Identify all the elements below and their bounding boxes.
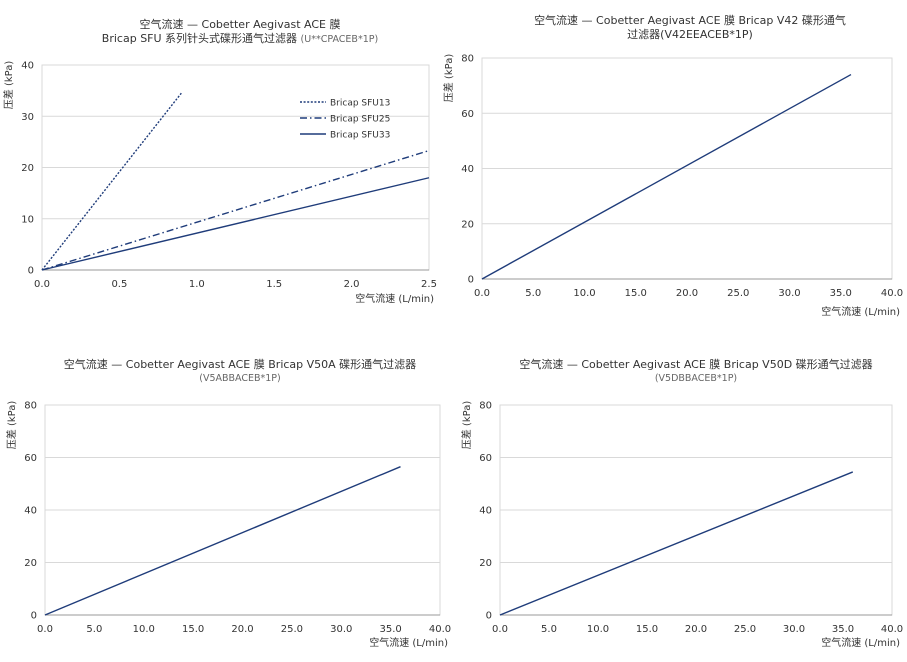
x-tick-label: 35.0: [832, 624, 854, 635]
x-tick-label: 20.0: [676, 288, 698, 299]
series-line-1: [499, 471, 854, 616]
y-tick-label: 80: [461, 54, 474, 65]
y-axis-label: 压差 (kPa): [442, 54, 455, 103]
chart-title-line-2: 过滤器(V42EEACEB*1P): [627, 28, 753, 41]
y-tick-label: 40: [479, 506, 492, 517]
x-tick-label: 20.0: [231, 624, 253, 635]
x-axis-label: 空气流速 (L/min): [821, 636, 900, 649]
x-tick-label: 2.0: [344, 279, 360, 290]
x-tick-label: 5.0: [541, 624, 557, 635]
x-tick-label: 35.0: [379, 624, 401, 635]
x-tick-label: 35.0: [830, 288, 852, 299]
series-line-2: [41, 149, 430, 271]
x-axis-label: 空气流速 (L/min): [355, 292, 434, 305]
chart-title-line-2: (V5ABBACEB*1P): [199, 373, 281, 384]
y-tick-label: 80: [479, 401, 492, 412]
y-tick-label: 20: [461, 219, 474, 230]
y-tick-label: 0: [28, 266, 34, 277]
chart-title-line-1: 空气流速 — Cobetter Aegivast ACE 膜 Bricap V5…: [63, 358, 417, 371]
x-tick-label: 25.0: [281, 624, 303, 635]
x-tick-label: 40.0: [881, 288, 903, 299]
x-tick-label: 10.0: [133, 624, 155, 635]
y-tick-label: 40: [461, 164, 474, 175]
x-tick-label: 5.0: [86, 624, 102, 635]
chart-title-suffix: (U**CPACEB*1P): [300, 34, 379, 45]
series-line-3: [41, 177, 430, 271]
chart-title-line-1: 空气流速 — Cobetter Aegivast ACE 膜: [139, 18, 341, 31]
x-tick-label: 15.0: [625, 288, 647, 299]
y-axis-label: 压差 (kPa): [5, 401, 18, 450]
x-tick-label: 15.0: [636, 624, 658, 635]
x-tick-label: 15.0: [182, 624, 204, 635]
x-tick-label: 2.5: [421, 279, 437, 290]
y-axis-label: 压差 (kPa): [2, 61, 15, 110]
y-tick-label: 20: [21, 163, 34, 174]
x-tick-label: 20.0: [685, 624, 707, 635]
y-tick-label: 40: [21, 61, 34, 72]
legend-label: Bricap SFU25: [330, 115, 390, 125]
y-tick-label: 40: [24, 506, 37, 517]
x-tick-label: 25.0: [727, 288, 749, 299]
chart-title: 空气流速 — Cobetter Aegivast ACE 膜 Bricap V4…: [480, 14, 900, 42]
x-tick-label: 0.0: [37, 624, 53, 635]
chart-title-line-2: (V5DBBACEB*1P): [654, 373, 738, 384]
chart-title-line-2: Bricap SFU 系列针头式碟形通气过滤器: [101, 32, 298, 45]
chart-title: 空气流速 — Cobetter Aegivast ACE 膜 Bricap V5…: [496, 358, 896, 386]
y-tick-label: 0: [31, 611, 37, 622]
x-tick-label: 10.0: [587, 624, 609, 635]
series-line-1: [44, 466, 401, 616]
y-tick-label: 80: [24, 401, 37, 412]
y-tick-label: 20: [479, 558, 492, 569]
y-tick-label: 60: [461, 109, 474, 120]
chart-title-line-1: 空气流速 — Cobetter Aegivast ACE 膜 Bricap V4…: [534, 14, 846, 27]
y-tick-label: 0: [468, 275, 474, 286]
x-tick-label: 0.0: [34, 279, 50, 290]
x-tick-label: 30.0: [330, 624, 352, 635]
x-tick-label: 0.5: [111, 279, 127, 290]
series-line-1: [41, 92, 182, 271]
y-tick-label: 10: [21, 214, 34, 225]
legend-label: Bricap SFU13: [330, 99, 390, 109]
legend-label: Bricap SFU33: [330, 131, 390, 141]
y-tick-label: 0: [486, 611, 492, 622]
y-tick-label: 60: [24, 453, 37, 464]
x-tick-label: 1.5: [266, 279, 282, 290]
x-axis-label: 空气流速 (L/min): [369, 636, 448, 649]
y-tick-label: 20: [24, 558, 37, 569]
y-axis-label: 压差 (kPa): [460, 401, 473, 450]
x-axis-label: 空气流速 (L/min): [821, 305, 900, 318]
chart-title: 空气流速 — Cobetter Aegivast ACE 膜 Bricap V5…: [40, 358, 440, 386]
x-tick-label: 25.0: [734, 624, 756, 635]
x-tick-label: 30.0: [778, 288, 800, 299]
x-tick-label: 0.0: [492, 624, 508, 635]
series-line-1: [481, 73, 852, 280]
y-tick-label: 60: [479, 453, 492, 464]
x-tick-label: 0.0: [474, 288, 490, 299]
x-tick-label: 30.0: [783, 624, 805, 635]
y-tick-label: 30: [21, 112, 34, 123]
x-tick-label: 40.0: [881, 624, 903, 635]
x-tick-label: 1.0: [189, 279, 205, 290]
x-tick-label: 40.0: [429, 624, 451, 635]
x-tick-label: 5.0: [525, 288, 541, 299]
chart-title-line-1: 空气流速 — Cobetter Aegivast ACE 膜 Bricap V5…: [519, 358, 873, 371]
x-tick-label: 10.0: [573, 288, 595, 299]
chart-title: 空气流速 — Cobetter Aegivast ACE 膜 Bricap SF…: [40, 18, 440, 47]
